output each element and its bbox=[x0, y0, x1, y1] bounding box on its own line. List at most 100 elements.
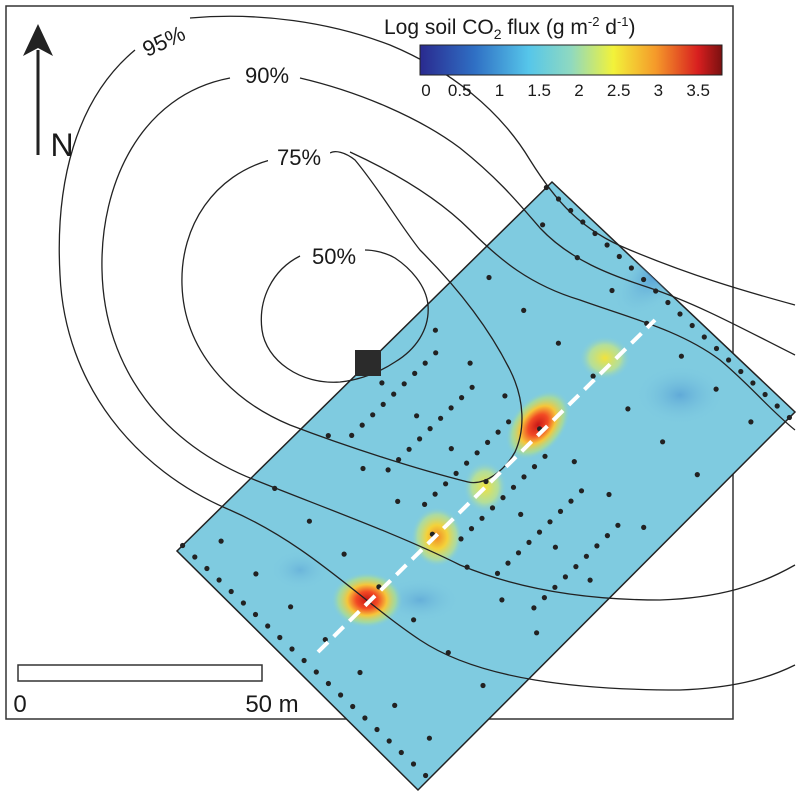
grid-dot bbox=[521, 474, 527, 480]
grid-dot bbox=[536, 529, 543, 535]
grid-dot bbox=[350, 703, 356, 710]
grid-dot bbox=[552, 544, 559, 550]
grid-dot bbox=[306, 518, 312, 524]
grid-dot bbox=[411, 617, 417, 623]
grid-dot bbox=[341, 551, 347, 557]
grid-dot bbox=[479, 515, 485, 521]
hotspot bbox=[579, 336, 631, 380]
grid-dot bbox=[385, 467, 391, 473]
north-label: N bbox=[50, 127, 73, 163]
grid-dot bbox=[392, 702, 398, 709]
grid-dot bbox=[534, 630, 540, 636]
grid-dot bbox=[252, 611, 259, 618]
grid-dot bbox=[360, 465, 366, 472]
grid-dot bbox=[289, 646, 295, 652]
grid-dot bbox=[432, 491, 438, 497]
grid-dot bbox=[395, 498, 401, 504]
grid-dot bbox=[499, 597, 505, 603]
grid-dot bbox=[349, 432, 355, 438]
grid-dot bbox=[571, 459, 577, 465]
north-arrow: N bbox=[23, 24, 74, 163]
grid-dot bbox=[453, 470, 459, 476]
contour-upper-b bbox=[349, 151, 796, 431]
grid-dot bbox=[531, 464, 538, 470]
grid-dot bbox=[313, 669, 319, 675]
grid-dot bbox=[762, 391, 768, 398]
grid-dot bbox=[677, 311, 683, 317]
grid-dot bbox=[641, 524, 647, 531]
grid-dot bbox=[506, 419, 512, 425]
grid-dot bbox=[555, 340, 562, 346]
grid-dot bbox=[288, 604, 294, 610]
grid-dot bbox=[410, 761, 417, 767]
grid-dot bbox=[557, 508, 564, 514]
grid-dot bbox=[438, 415, 444, 421]
scale-bar: 0 50 m bbox=[13, 664, 299, 718]
grid-dot bbox=[414, 413, 420, 419]
grid-dot bbox=[489, 505, 496, 511]
color-legend: Log soil CO2 flux (g m-2 d-1) 0 0.5 1 1.5 2 2… bbox=[384, 14, 723, 100]
vent-marker bbox=[355, 350, 381, 376]
contour-90 bbox=[101, 77, 796, 601]
legend-tick-label: 2.5 bbox=[607, 81, 631, 100]
grid-dot bbox=[748, 419, 754, 425]
grid-dot bbox=[713, 386, 719, 392]
contour-label-75: 75% bbox=[277, 145, 321, 170]
grid-dot bbox=[272, 485, 278, 491]
contour-labels: 50% 75% 90% 95% bbox=[139, 21, 365, 270]
grid-dot bbox=[467, 360, 473, 366]
grid-dot bbox=[459, 395, 465, 401]
contour-label-95: 95% bbox=[139, 21, 189, 62]
grid-dot bbox=[547, 519, 553, 525]
grid-dot bbox=[701, 334, 707, 340]
grid-dot bbox=[555, 196, 562, 202]
grid-dot bbox=[464, 460, 470, 466]
grid-dot bbox=[406, 446, 412, 452]
grid-dot bbox=[738, 368, 744, 375]
grid-dot bbox=[458, 536, 464, 542]
grid-dot bbox=[660, 439, 666, 445]
grid-dot bbox=[380, 401, 386, 407]
grid-dot bbox=[510, 484, 517, 490]
grid-dot bbox=[216, 577, 222, 583]
contour-label-90: 90% bbox=[245, 63, 289, 88]
scale-label-50m: 50 m bbox=[245, 691, 298, 718]
grid-dot bbox=[474, 450, 480, 456]
grid-dot bbox=[464, 564, 470, 570]
contour-upper-a bbox=[299, 77, 796, 356]
grid-dot bbox=[422, 360, 428, 366]
grid-dot bbox=[526, 539, 532, 546]
grid-dot bbox=[562, 574, 569, 580]
contour-95 bbox=[58, 49, 796, 691]
grid-dot bbox=[541, 595, 548, 601]
grid-dot bbox=[587, 577, 593, 583]
grid-dot bbox=[426, 735, 432, 741]
grid-dot bbox=[609, 287, 615, 294]
grid-dot bbox=[726, 357, 732, 363]
grid-dot bbox=[277, 634, 283, 641]
grid-dot bbox=[694, 472, 700, 478]
grid-dot bbox=[774, 403, 780, 409]
grid-dot bbox=[628, 265, 635, 271]
grid-dot bbox=[542, 453, 548, 459]
grid-dot bbox=[448, 405, 454, 411]
grid-dot bbox=[325, 680, 331, 687]
north-arrow-icon bbox=[23, 24, 53, 56]
grid-dot bbox=[192, 554, 198, 560]
grid-dot bbox=[468, 526, 475, 532]
grid-dot bbox=[786, 414, 793, 421]
grid-dot bbox=[604, 242, 610, 248]
low-flux-patch bbox=[270, 550, 330, 590]
grid-dot bbox=[370, 412, 376, 418]
contour-upper-c bbox=[189, 15, 796, 306]
grid-dot bbox=[515, 550, 522, 556]
grid-dot bbox=[417, 436, 423, 442]
grid-dot bbox=[422, 501, 428, 507]
grid-dot bbox=[641, 276, 647, 283]
grid-dot bbox=[423, 772, 429, 779]
grid-dot bbox=[568, 498, 574, 504]
grid-dot bbox=[568, 207, 574, 214]
grid-dot bbox=[531, 605, 537, 611]
legend-tick-label: 0 bbox=[421, 81, 430, 100]
grid-dot bbox=[665, 299, 671, 306]
